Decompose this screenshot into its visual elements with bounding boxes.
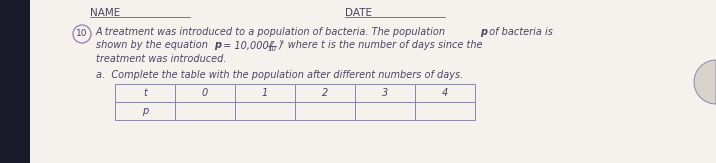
Text: 2: 2: [322, 88, 328, 97]
Text: p: p: [480, 27, 487, 37]
Text: 1: 1: [262, 88, 268, 97]
Bar: [235, 102, 295, 119]
Bar: [355, 83, 415, 102]
Bar: [175, 83, 235, 102]
Text: 4: 4: [442, 88, 448, 97]
Text: )ᵗ where t is the number of days since the: )ᵗ where t is the number of days since t…: [279, 40, 483, 51]
Text: of bacteria is: of bacteria is: [486, 27, 553, 37]
Bar: [415, 83, 475, 102]
Text: 3: 3: [382, 88, 388, 97]
Text: 0: 0: [202, 88, 208, 97]
Bar: [0, 0, 30, 163]
Bar: [115, 83, 175, 102]
Bar: [115, 102, 175, 119]
Bar: [175, 102, 235, 119]
Text: a.  Complete the table with the population after different numbers of days.: a. Complete the table with the populatio…: [96, 69, 463, 80]
Wedge shape: [694, 60, 716, 104]
Text: 7: 7: [270, 41, 274, 47]
Text: = 10,000(: = 10,000(: [220, 40, 273, 51]
Text: NAME: NAME: [90, 8, 120, 18]
Bar: [235, 83, 295, 102]
Text: p: p: [214, 40, 221, 51]
Text: treatment was introduced.: treatment was introduced.: [96, 54, 226, 64]
Text: 10: 10: [76, 30, 88, 38]
Text: t: t: [143, 88, 147, 97]
Text: p: p: [142, 105, 148, 116]
Bar: [295, 83, 355, 102]
Text: 10: 10: [268, 46, 276, 52]
Text: DATE: DATE: [345, 8, 372, 18]
Text: A treatment was introduced to a population of bacteria. The population: A treatment was introduced to a populati…: [96, 27, 449, 37]
Bar: [415, 102, 475, 119]
Bar: [295, 102, 355, 119]
Text: shown by the equation: shown by the equation: [96, 40, 211, 51]
Bar: [355, 102, 415, 119]
